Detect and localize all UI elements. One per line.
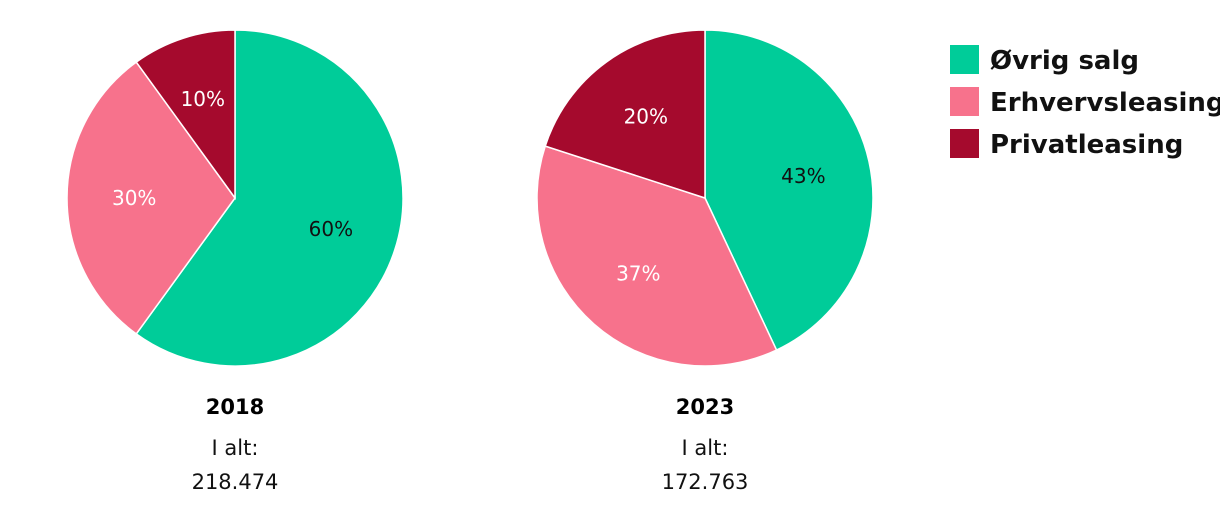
pie-slice-2018-ovrig-salg	[135, 29, 404, 367]
pie-title-2023: 2023	[676, 395, 734, 419]
total-value-2018: 218.474	[192, 470, 279, 494]
legend-label-privatleasing: Privatleasing	[990, 130, 1183, 160]
pie-label-2018-privatleasing: 10%	[181, 87, 225, 111]
pie-slice-2023-privatleasing	[544, 29, 706, 200]
legend: Øvrig salg Erhvervsleasing Privatleasing	[950, 45, 1220, 160]
legend-label-erhvervsleasing: Erhvervsleasing	[990, 88, 1220, 118]
pie-label-2018-ovrig-salg: 60%	[309, 217, 353, 241]
pie-label-2023-ovrig-salg: 43%	[781, 164, 825, 188]
pie-slice-2023-ovrig-salg	[704, 29, 874, 352]
legend-swatch-privatleasing	[950, 129, 979, 158]
pie-slice-2018-privatleasing	[135, 29, 236, 201]
pie-chart-2023: 43% 37% 20%	[536, 29, 874, 367]
legend-swatch-erhvervsleasing	[950, 87, 979, 116]
total-label-2018: I alt:	[212, 436, 259, 460]
pie-label-2023-erhvervsleasing: 37%	[616, 262, 660, 286]
pie-slice-2023-erhvervsleasing	[536, 145, 778, 367]
pie-title-2018: 2018	[206, 395, 264, 419]
pie-label-2018-erhvervsleasing: 30%	[112, 186, 156, 210]
total-value-2023: 172.763	[662, 470, 749, 494]
total-label-2023: I alt:	[682, 436, 729, 460]
pie-label-2023-privatleasing: 20%	[624, 105, 668, 129]
legend-label-ovrig-salg: Øvrig salg	[990, 46, 1139, 76]
pie-slice-2018-erhvervsleasing	[66, 61, 236, 335]
pie-chart-2018: 60% 30% 10%	[66, 29, 404, 367]
legend-swatch-ovrig-salg	[950, 45, 979, 74]
